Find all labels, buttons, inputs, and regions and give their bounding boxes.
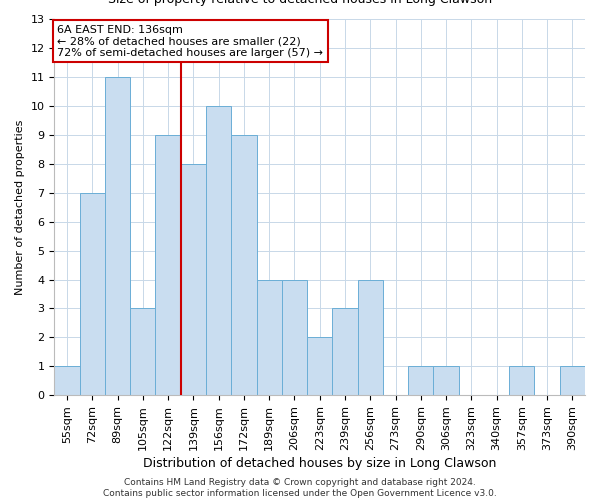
Bar [332, 308, 358, 396]
Text: 6A EAST END: 136sqm
← 28% of detached houses are smaller (22)
72% of semi-detach: 6A EAST END: 136sqm ← 28% of detached ho… [57, 24, 323, 58]
Text: Contains HM Land Registry data © Crown copyright and database right 2024.
Contai: Contains HM Land Registry data © Crown c… [103, 478, 497, 498]
Y-axis label: Number of detached properties: Number of detached properties [15, 120, 25, 295]
Bar [80, 192, 105, 396]
X-axis label: Distribution of detached houses by size in Long Clawson: Distribution of detached houses by size … [143, 457, 496, 470]
Bar [358, 280, 383, 396]
Bar [307, 338, 332, 396]
Bar [155, 135, 181, 396]
Bar [206, 106, 231, 396]
Bar [257, 280, 282, 396]
Bar [105, 77, 130, 396]
Bar [408, 366, 433, 396]
Bar [433, 366, 458, 396]
Bar [509, 366, 535, 396]
Bar [55, 366, 80, 396]
Bar [560, 366, 585, 396]
Bar [231, 135, 257, 396]
Bar [130, 308, 155, 396]
Bar [181, 164, 206, 396]
Text: Size of property relative to detached houses in Long Clawson: Size of property relative to detached ho… [108, 0, 492, 6]
Bar [282, 280, 307, 396]
